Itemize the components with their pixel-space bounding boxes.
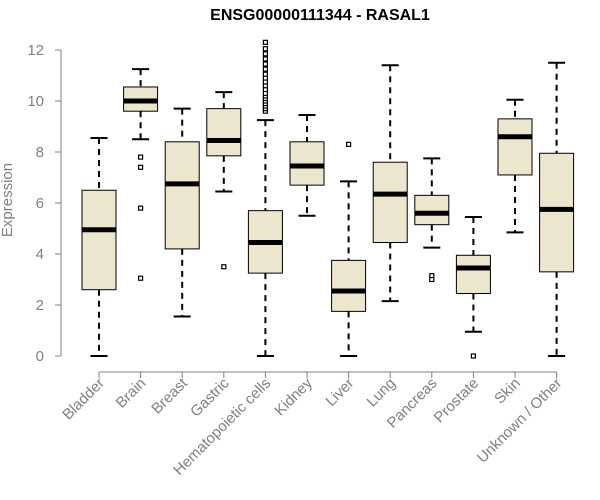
outlier-point [262, 66, 268, 72]
x-tick-label: Skin [491, 375, 524, 408]
iqr-box [539, 152, 575, 273]
box-kidney [289, 114, 325, 217]
iqr-box [81, 189, 117, 291]
iqr-box [414, 194, 450, 226]
box-liver [331, 141, 367, 357]
iqr-box [331, 259, 367, 312]
x-tick-label: Brain [113, 375, 150, 412]
box-unknown-other [539, 61, 575, 357]
outlier-point [262, 61, 268, 67]
outlier-point [262, 46, 268, 52]
outlier-point [429, 276, 435, 283]
box-bladder [81, 136, 117, 357]
box-brain [123, 68, 159, 281]
iqr-box [372, 161, 408, 244]
iqr-box [206, 108, 242, 157]
x-tick-label: Bladder [59, 375, 108, 424]
box-hematopoietic-cells [247, 39, 283, 357]
box-prostate [455, 216, 491, 359]
box-gastric [206, 91, 242, 270]
y-axis: 0 2 4 6 8 10 12 [27, 42, 62, 365]
chart-title: ENSG00000111344 - RASAL1 [210, 7, 430, 24]
outlier-point [262, 39, 268, 45]
outlier-point [346, 141, 352, 147]
y-tick-label: 12 [27, 42, 44, 59]
outlier-point [138, 154, 144, 160]
y-tick-label: 8 [36, 144, 44, 161]
iqr-box [455, 254, 491, 295]
x-tick-label: Prostate [431, 375, 483, 427]
box-pancreas [414, 157, 450, 283]
y-tick-label: 2 [36, 297, 44, 314]
y-tick-label: 6 [36, 195, 44, 212]
outlier-point [138, 275, 144, 281]
iqr-box [497, 118, 533, 176]
y-tick-label: 0 [36, 348, 44, 365]
x-tick-label: Liver [322, 375, 357, 410]
x-tick-label: Kidney [271, 374, 316, 419]
y-tick-label: 10 [27, 93, 44, 110]
x-tick-label: Lung [363, 375, 399, 411]
box-lung [372, 64, 408, 303]
box-breast [164, 107, 200, 318]
iqr-box [164, 141, 200, 250]
outlier-point [138, 205, 144, 211]
outlier-point [221, 264, 227, 270]
boxes-group [81, 39, 575, 359]
y-axis-label: Expression [0, 163, 16, 237]
outlier-point [262, 56, 268, 62]
x-tick-label: Breast [148, 374, 191, 417]
iqr-box [289, 141, 325, 186]
outlier-point [470, 353, 476, 359]
outlier-point [262, 71, 268, 77]
outlier-point [262, 51, 268, 57]
y-tick-label: 4 [36, 246, 44, 263]
box-skin [497, 98, 533, 234]
outlier-point [138, 164, 144, 170]
